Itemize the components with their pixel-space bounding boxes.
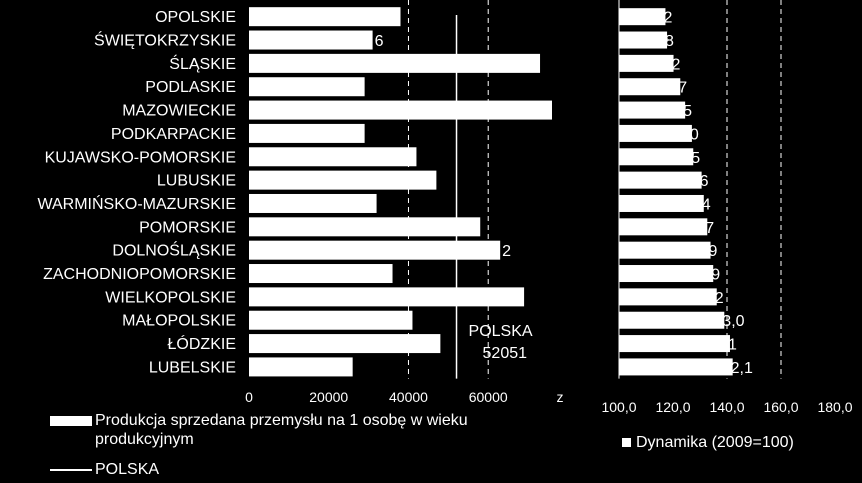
bar-dynamics	[619, 288, 717, 306]
legend-swatch-dynamics	[622, 438, 631, 447]
data-label-dynamics: 2	[715, 290, 724, 307]
bar-dynamics	[619, 194, 704, 212]
bar-production	[249, 334, 441, 354]
x-tick-label-left: 40000	[389, 389, 428, 405]
bar-production	[249, 30, 373, 50]
category-label: LUBUSKIE	[157, 173, 236, 190]
x-tick-label-left: 20000	[309, 389, 348, 405]
bar-dynamics	[619, 31, 668, 49]
category-label: MAŁOPOLSKIE	[122, 313, 236, 330]
category-label: PODLASKIE	[145, 79, 236, 96]
bar-dynamics	[619, 218, 708, 236]
bar-production	[249, 287, 525, 307]
category-label: ŁÓDZKIE	[168, 334, 236, 353]
bar-production	[249, 100, 552, 120]
bar-dynamics	[619, 335, 730, 353]
bar-dynamics	[619, 241, 711, 259]
category-label: KUJAWSKO-POMORSKIE	[45, 149, 236, 166]
bar-dynamics	[619, 54, 674, 72]
reference-label-polska: POLSKA	[469, 323, 533, 340]
x-tick-label-right: 180,0	[817, 399, 852, 415]
bar-production	[249, 7, 401, 27]
x-tick-label-right: 140,0	[709, 399, 744, 415]
bar-production	[249, 310, 413, 330]
legend-swatch-production	[50, 416, 92, 426]
data-label-dynamics: 7	[678, 80, 687, 97]
legend-production: Produkcja sprzedana przemysłu na 1 osobę…	[50, 411, 550, 449]
x-tick-label-right: 120,0	[655, 399, 690, 415]
bar-production	[249, 193, 377, 213]
bar-production	[249, 357, 353, 377]
bar-dynamics	[619, 8, 666, 26]
x-tick-label-right: 100,0	[601, 399, 636, 415]
legend-label-production: Produkcja sprzedana przemysłu na 1 osobę…	[95, 412, 468, 448]
category-label: OPOLSKIE	[155, 9, 236, 26]
category-label: ŚLĄSKIE	[169, 54, 236, 73]
legend-label-dynamics: Dynamika (2009=100)	[636, 434, 794, 451]
data-label-dynamics: 0	[690, 126, 699, 143]
left-panel-production-chart: OPOLSKIE ŚWIĘTOKRZYSKIE 6 ŚLĄSKIE PODLASKIE M…	[37, 0, 564, 405]
data-label-dynamics: 4	[702, 196, 711, 213]
category-label: MAZOWIECKIE	[122, 103, 236, 120]
bar-production	[249, 53, 541, 73]
data-label-dynamics: 2,1	[731, 360, 753, 377]
bar-production	[249, 77, 365, 97]
x-tick-label-left: 60000	[469, 389, 508, 405]
data-label-dynamics: 5	[683, 103, 692, 120]
legend-polska: POLSKA	[50, 460, 350, 479]
bar-dynamics	[619, 148, 694, 166]
category-label: ZACHODNIOPOMORSKIE	[43, 266, 236, 283]
data-label-dynamics: 9	[709, 243, 718, 260]
x-tick-label-right: 160,0	[763, 399, 798, 415]
data-label-dynamics: 1	[728, 337, 737, 354]
bar-production	[249, 264, 393, 284]
data-label-production: 6	[375, 33, 384, 50]
data-label-dynamics: 3,0	[722, 313, 744, 330]
bar-production	[249, 170, 437, 190]
data-label-production: 2	[502, 243, 511, 260]
bar-production	[249, 147, 417, 167]
legend-line-polska	[50, 469, 92, 471]
category-label: WIELKOPOLSKIE	[105, 289, 236, 306]
bar-production	[249, 240, 501, 260]
category-label: POMORSKIE	[139, 219, 236, 236]
category-label: WARMIŃSKO-MAZURSKIE	[37, 194, 236, 213]
bar-dynamics	[619, 358, 733, 376]
category-label: PODKARPACKIE	[111, 126, 236, 143]
bar-production	[249, 217, 481, 237]
category-label: LUBELSKIE	[149, 359, 236, 376]
data-label-dynamics: 6	[700, 173, 709, 190]
data-label-dynamics: 2	[663, 10, 672, 27]
bar-dynamics	[619, 311, 725, 329]
bar-production	[249, 123, 365, 143]
bar-dynamics	[619, 124, 692, 142]
x-tick-label-left: 0	[245, 389, 253, 405]
legend-dynamics: Dynamika (2009=100)	[622, 433, 862, 452]
bar-dynamics	[619, 101, 686, 119]
data-label-dynamics: 7	[705, 220, 714, 237]
reference-value-polska: 52051	[483, 345, 528, 362]
legend-label-polska: POLSKA	[95, 461, 160, 478]
bar-dynamics	[619, 171, 702, 189]
unit-label-left: z	[557, 389, 564, 405]
category-label: DOLNOŚLĄSKIE	[112, 241, 236, 260]
data-label-dynamics: 8	[665, 33, 674, 50]
data-label-dynamics: 2	[672, 56, 681, 73]
data-label-dynamics: 5	[691, 150, 700, 167]
category-label: ŚWIĘTOKRZYSKIE	[94, 31, 236, 50]
bar-dynamics	[619, 265, 714, 283]
data-label-dynamics: 9	[711, 267, 720, 284]
bar-dynamics	[619, 78, 681, 96]
